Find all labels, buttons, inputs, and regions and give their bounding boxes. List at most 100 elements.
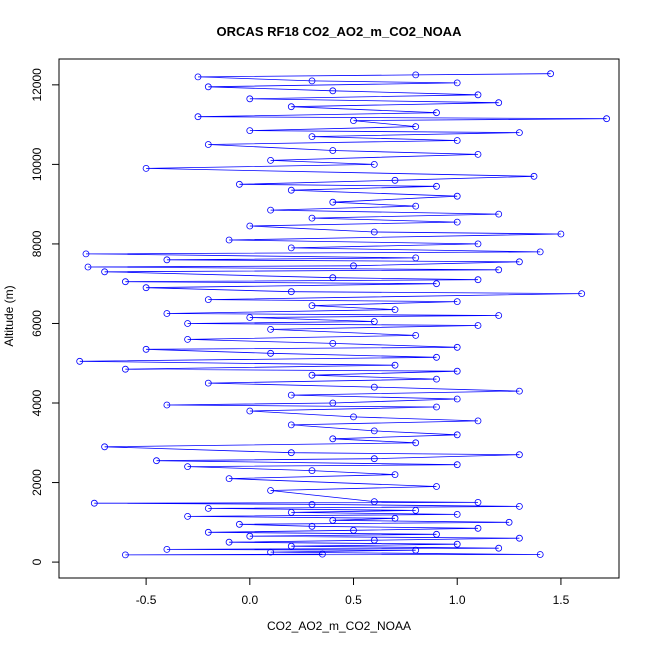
data-point bbox=[412, 331, 420, 339]
data-point bbox=[474, 417, 482, 425]
data-point bbox=[474, 91, 482, 99]
data-point bbox=[287, 421, 295, 429]
data-point bbox=[453, 218, 461, 226]
x-tick-label: 0.0 bbox=[241, 593, 258, 607]
data-point bbox=[474, 322, 482, 329]
data-point bbox=[329, 274, 337, 282]
data-point bbox=[453, 431, 461, 439]
data-point bbox=[246, 222, 254, 230]
data-point bbox=[370, 536, 378, 544]
data-point bbox=[101, 443, 108, 451]
data-point bbox=[287, 103, 295, 111]
data-point bbox=[204, 379, 212, 387]
y-tick-label: 4000 bbox=[30, 389, 44, 416]
data-point bbox=[142, 164, 150, 172]
data-point bbox=[433, 353, 440, 361]
data-point bbox=[516, 387, 523, 395]
data-point bbox=[350, 526, 357, 534]
data-point bbox=[142, 345, 150, 353]
x-axis: -0.5 0.0 0.5 1.0 1.5 bbox=[136, 577, 570, 607]
data-point bbox=[267, 156, 275, 164]
data-point bbox=[350, 413, 357, 421]
data-point bbox=[225, 236, 233, 244]
data-point bbox=[391, 176, 399, 184]
data-point bbox=[267, 487, 275, 494]
data-point bbox=[412, 546, 420, 554]
data-point bbox=[474, 240, 482, 248]
data-point bbox=[391, 471, 399, 479]
data-point bbox=[76, 357, 84, 365]
data-point bbox=[318, 550, 326, 558]
data-point bbox=[287, 391, 295, 399]
data-point bbox=[246, 314, 254, 321]
data-point bbox=[433, 182, 440, 190]
data-point bbox=[194, 113, 202, 121]
data-point bbox=[536, 551, 544, 558]
data-point bbox=[287, 244, 295, 252]
y-tick-label: 2000 bbox=[30, 469, 44, 496]
data-point bbox=[153, 457, 160, 465]
data-point bbox=[530, 172, 538, 180]
data-point bbox=[329, 435, 337, 443]
data-point bbox=[370, 427, 378, 435]
data-point bbox=[267, 349, 275, 357]
data-point bbox=[308, 371, 316, 379]
data-point bbox=[536, 248, 544, 256]
data-point bbox=[235, 180, 243, 188]
data-point bbox=[433, 403, 440, 411]
data-point bbox=[495, 544, 503, 552]
data-point bbox=[433, 530, 440, 538]
data-point bbox=[204, 141, 212, 148]
data-point bbox=[350, 117, 357, 124]
data-point bbox=[474, 276, 482, 284]
data-point bbox=[267, 548, 275, 556]
data-point bbox=[453, 343, 461, 351]
data-point bbox=[603, 115, 610, 123]
series-line bbox=[79, 73, 607, 556]
data-point bbox=[246, 127, 254, 135]
data-point bbox=[184, 320, 192, 327]
data-point bbox=[433, 109, 440, 117]
data-point bbox=[329, 399, 337, 407]
data-point bbox=[453, 79, 461, 87]
data-point bbox=[453, 511, 461, 518]
data-point bbox=[287, 542, 295, 550]
data-point bbox=[287, 449, 295, 457]
data-point bbox=[516, 502, 523, 510]
data-point bbox=[391, 361, 399, 369]
data-point bbox=[391, 514, 399, 522]
data-point bbox=[453, 367, 461, 375]
data-point bbox=[142, 284, 150, 292]
data-point bbox=[287, 186, 295, 194]
data-point bbox=[474, 498, 482, 506]
data-point bbox=[308, 77, 316, 85]
data-point bbox=[82, 250, 90, 258]
data-point bbox=[308, 302, 316, 310]
data-point bbox=[453, 137, 461, 144]
data-point bbox=[370, 383, 378, 391]
data-point bbox=[495, 312, 503, 319]
chart-title: ORCAS RF18 CO2_AO2_m_CO2_NOAA bbox=[217, 24, 463, 39]
data-point bbox=[350, 262, 357, 270]
data-point bbox=[412, 202, 420, 210]
data-point bbox=[329, 516, 337, 524]
data-point bbox=[412, 123, 420, 130]
data-point bbox=[163, 401, 171, 409]
data-point bbox=[412, 71, 420, 79]
data-point bbox=[204, 528, 212, 536]
data-point bbox=[495, 266, 503, 274]
data-point bbox=[308, 214, 316, 222]
data-point bbox=[204, 83, 212, 91]
data-point bbox=[495, 210, 503, 218]
data-point bbox=[370, 455, 378, 463]
data-point bbox=[412, 506, 420, 514]
data-point bbox=[412, 254, 420, 262]
data-series bbox=[76, 70, 610, 559]
data-point bbox=[225, 475, 233, 483]
data-point bbox=[246, 532, 254, 540]
data-point bbox=[453, 540, 461, 548]
data-point bbox=[308, 500, 316, 508]
data-point bbox=[163, 310, 171, 317]
data-point bbox=[505, 518, 513, 526]
